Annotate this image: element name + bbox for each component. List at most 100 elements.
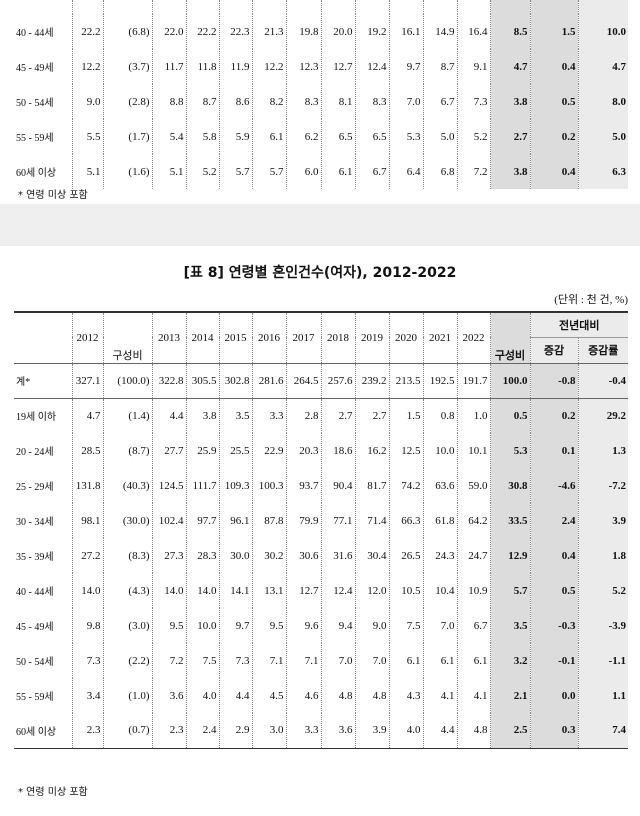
cell: 9.8 — [71, 608, 103, 643]
column-header: 구성비 — [489, 312, 530, 364]
cell: 14.1 — [218, 573, 252, 608]
cell: 29.2 — [577, 398, 629, 433]
cell: 0.2 — [529, 119, 578, 154]
table-row: 45 - 49세 12.2 (3.7) 11.7 11.8 11.9 12.2 12.3 12.… — [14, 49, 628, 84]
cell: 11.9 — [218, 49, 252, 84]
cell: 2.8 — [285, 398, 321, 433]
cut-row — [14, 0, 628, 14]
cell — [285, 0, 321, 14]
cell: 2.1 — [489, 678, 530, 713]
cell: 7.3 — [456, 84, 490, 119]
cell — [354, 0, 389, 14]
column-header: 2015 — [218, 312, 252, 364]
cell: -0.8 — [529, 363, 578, 398]
cell: 12.3 — [285, 49, 321, 84]
cell: 6.0 — [285, 154, 321, 189]
separator — [0, 204, 640, 246]
cell: 27.3 — [151, 538, 186, 573]
cell — [320, 0, 355, 14]
cell: 2.7 — [320, 398, 355, 433]
cell: (1.7) — [102, 119, 152, 154]
cell: 27.2 — [71, 538, 103, 573]
cell: 5.3 — [388, 119, 423, 154]
cell: 93.7 — [285, 468, 321, 503]
marriage-table: 2012 구성비 2013 2014 2015 2016 2017 2018 2019 2020 2… — [14, 311, 629, 749]
cell: (0.7) — [102, 713, 152, 748]
cell: 4.7 — [489, 49, 530, 84]
cell: 9.1 — [456, 49, 490, 84]
cell: 3.2 — [489, 643, 530, 678]
cell: 131.8 — [71, 468, 103, 503]
cell: 213.5 — [388, 363, 423, 398]
table-row: 55 - 59세 5.5 (1.7) 5.4 5.8 5.9 6.1 6.2 6.5 6.5 5.3… — [14, 119, 628, 154]
cell: 4.1 — [456, 678, 490, 713]
column-header: 2018 — [320, 312, 355, 364]
cell: 12.2 — [71, 49, 103, 84]
corner-cell — [14, 312, 72, 364]
cell: 6.5 — [320, 119, 355, 154]
cell: 7.1 — [251, 643, 286, 678]
cell: 2.4 — [185, 713, 219, 748]
cell: 12.4 — [354, 49, 389, 84]
cell: 4.4 — [218, 678, 252, 713]
cell: 7.3 — [218, 643, 252, 678]
cell: 25.5 — [218, 433, 252, 468]
cell: 9.5 — [251, 608, 286, 643]
cell: 5.1 — [71, 154, 103, 189]
cell: 9.0 — [354, 608, 389, 643]
table-row: 60세 이상 2.3 (0.7) 2.3 2.4 2.9 3.0 3.3 3.6 3.9 4.0 4.… — [14, 713, 629, 748]
cell: (3.7) — [102, 49, 152, 84]
header-row: 증감 증감률 — [14, 337, 629, 364]
cell: 3.4 — [71, 678, 103, 713]
table-row: 50 - 54세 7.3 (2.2) 7.2 7.5 7.3 7.1 7.1 7.0 7.0 6.1… — [14, 643, 629, 678]
table-title: [표 8] 연령별 혼인건수(여자), 2012-2022 — [183, 265, 457, 281]
cell: 4.6 — [285, 678, 321, 713]
cell: (8.7) — [102, 433, 152, 468]
cell: 5.1 — [151, 154, 186, 189]
cell: 7.0 — [422, 608, 457, 643]
cell: -4.6 — [529, 468, 578, 503]
cell: 5.7 — [489, 573, 530, 608]
cell: 6.7 — [456, 608, 490, 643]
cell: 9.7 — [218, 608, 252, 643]
cell: 90.4 — [320, 468, 355, 503]
cell: 5.4 — [151, 119, 186, 154]
cell: 5.9 — [218, 119, 252, 154]
cell: 22.0 — [151, 14, 186, 49]
cell: -0.4 — [577, 363, 629, 398]
cell: 30.8 — [489, 468, 530, 503]
cell: 6.7 — [422, 84, 457, 119]
cell: 79.9 — [285, 503, 321, 538]
cell: 63.6 — [422, 468, 457, 503]
cell: 3.8 — [489, 154, 530, 189]
cell: (1.4) — [102, 398, 152, 433]
table-row: 계* 327.1 (100.0) 322.8 305.5 302.8 281.6 264.5 2… — [14, 363, 629, 398]
cell: 12.4 — [320, 573, 355, 608]
column-header: 2013 — [151, 312, 186, 364]
column-header: 2017 — [285, 312, 321, 364]
cell: 7.0 — [354, 643, 389, 678]
cell: 0.0 — [529, 678, 578, 713]
cell: -3.9 — [577, 608, 629, 643]
cell: 4.4 — [422, 713, 457, 748]
cell: 14.0 — [151, 573, 186, 608]
cell: 3.0 — [251, 713, 286, 748]
cell: 0.4 — [529, 49, 578, 84]
cell: 8.6 — [218, 84, 252, 119]
cell: 3.9 — [577, 503, 629, 538]
cell: 5.7 — [251, 154, 286, 189]
cell: 18.6 — [320, 433, 355, 468]
cell: 1.5 — [388, 398, 423, 433]
row-label: 50 - 54세 — [16, 98, 54, 109]
cell: 19.8 — [285, 14, 321, 49]
cell: 4.8 — [320, 678, 355, 713]
cell: 22.9 — [251, 433, 286, 468]
cell: 3.6 — [320, 713, 355, 748]
cell: 8.8 — [151, 84, 186, 119]
cell: 22.2 — [185, 14, 219, 49]
cell: 12.7 — [320, 49, 355, 84]
cell: 0.5 — [529, 573, 578, 608]
cell: 3.3 — [251, 398, 286, 433]
cell: (2.8) — [102, 84, 152, 119]
cell: 6.3 — [577, 154, 628, 189]
